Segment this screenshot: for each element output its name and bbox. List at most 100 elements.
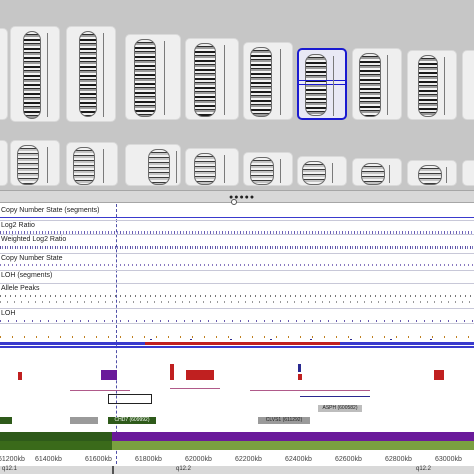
gene-box-green[interactable] bbox=[0, 417, 12, 424]
panel-splitter[interactable]: ●●●●● bbox=[0, 190, 474, 203]
loh-segment-bar[interactable] bbox=[340, 342, 474, 345]
feature-marker[interactable] bbox=[434, 370, 444, 380]
track-loh-segments[interactable]: LOH (segments) bbox=[0, 272, 474, 284]
chromosome-body bbox=[302, 161, 326, 185]
gene-box-green[interactable]: CHD7 (609992) bbox=[108, 417, 156, 424]
axis-tick-label: 62600kb bbox=[335, 456, 362, 463]
chromosome-body bbox=[73, 147, 95, 185]
cytoband-label: q12.2 bbox=[176, 466, 192, 472]
track-copy-number-segments[interactable]: Copy Number State (segments) bbox=[0, 207, 474, 221]
feature-marker[interactable] bbox=[170, 364, 174, 380]
chromosome-thumbnail[interactable] bbox=[407, 50, 457, 120]
axis-tick-label: 61800kb bbox=[135, 456, 162, 463]
track-log2-ratio[interactable]: Log2 Ratio bbox=[0, 222, 474, 236]
track-copy-number-state[interactable]: Copy Number State bbox=[0, 255, 474, 271]
axis-tick-label: 62200kb bbox=[235, 456, 262, 463]
chromosome-body bbox=[359, 53, 381, 117]
chromosome-thumbnail[interactable] bbox=[125, 34, 181, 120]
loh-segment-bar[interactable] bbox=[0, 342, 145, 345]
axis-tick-label: 63000kb bbox=[435, 456, 462, 463]
chromosome-body bbox=[418, 165, 442, 185]
track-label: LOH bbox=[1, 310, 16, 317]
karyotype-panel bbox=[0, 0, 474, 190]
chromosome-thumbnail[interactable] bbox=[352, 158, 402, 186]
track-separator bbox=[0, 308, 474, 309]
chromosome-body bbox=[250, 157, 274, 185]
cytoband-label: q12.1 bbox=[2, 466, 18, 472]
chromosome-thumbnail[interactable] bbox=[352, 48, 402, 120]
chromosome-thumbnail[interactable] bbox=[0, 28, 8, 120]
chromosome-thumbnail[interactable] bbox=[10, 140, 60, 186]
chromosome-thumbnail[interactable] bbox=[185, 38, 239, 120]
ideogram-divider bbox=[47, 33, 48, 117]
ideogram-divider bbox=[333, 56, 334, 116]
gene-highlight-box[interactable] bbox=[108, 394, 152, 404]
chromosome-thumbnail[interactable] bbox=[66, 142, 118, 186]
feature-marker[interactable] bbox=[101, 370, 117, 380]
chromosome-thumbnail[interactable] bbox=[10, 26, 60, 122]
track-separator bbox=[0, 220, 474, 221]
axis-tick-label: 61400kb bbox=[35, 456, 62, 463]
splitter-grip-icon[interactable]: ●●●●● bbox=[229, 194, 256, 201]
chromosome-body bbox=[250, 47, 272, 117]
axis-tick-label: 62000kb bbox=[185, 456, 212, 463]
chromosome-thumbnail[interactable] bbox=[0, 140, 8, 186]
axis-tick-label: 62800kb bbox=[385, 456, 412, 463]
track-separator bbox=[0, 253, 474, 254]
ideogram-divider bbox=[164, 41, 165, 115]
track-separator bbox=[0, 283, 474, 284]
track-label: Copy Number State (segments) bbox=[1, 207, 100, 214]
chromosome-thumbnail[interactable] bbox=[185, 148, 239, 186]
ideogram-divider bbox=[387, 55, 388, 115]
feature-marker[interactable] bbox=[18, 372, 22, 380]
chromosome-body bbox=[418, 55, 438, 117]
chromosome-thumbnail[interactable] bbox=[297, 156, 347, 186]
loh-segment-bar[interactable] bbox=[145, 342, 340, 345]
chromosome-body bbox=[23, 31, 41, 119]
chromosome-thumbnail[interactable] bbox=[66, 26, 116, 122]
chromosome-thumbnail[interactable] bbox=[243, 152, 293, 186]
track-weighted-log2-ratio[interactable]: Weighted Log2 Ratio bbox=[0, 236, 474, 254]
axis-tick-label: 62400kb bbox=[285, 456, 312, 463]
feature-marker[interactable] bbox=[298, 364, 301, 372]
chromosome-body bbox=[148, 149, 170, 185]
track-label: Allele Peaks bbox=[1, 285, 40, 292]
ideogram-divider bbox=[103, 149, 104, 183]
cn-segment-bar[interactable] bbox=[0, 346, 474, 348]
selection-marker bbox=[299, 80, 345, 81]
track-separator bbox=[0, 270, 474, 271]
cnv-track[interactable] bbox=[0, 334, 474, 348]
chromosome-thumbnail[interactable] bbox=[243, 42, 293, 120]
feature-marker[interactable] bbox=[298, 374, 302, 380]
gene-model bbox=[250, 390, 370, 391]
ideogram-divider bbox=[103, 33, 104, 117]
chromosome-body bbox=[79, 31, 97, 117]
chromosome-body bbox=[134, 39, 156, 117]
track-separator bbox=[0, 234, 474, 235]
chromosome-thumbnail[interactable] bbox=[407, 160, 457, 186]
chromosome-body bbox=[194, 153, 216, 185]
feature-track[interactable] bbox=[0, 362, 474, 384]
track-allele-peaks[interactable]: Allele Peaks bbox=[0, 285, 474, 309]
track-separator bbox=[0, 323, 474, 324]
chromosome-thumbnail-selected[interactable] bbox=[297, 48, 347, 120]
gene-box-gray[interactable]: CLVS1 (611292) bbox=[258, 417, 310, 424]
cytoband-divider bbox=[112, 466, 114, 474]
track-label: Copy Number State bbox=[1, 255, 63, 262]
ideogram-divider bbox=[47, 147, 48, 183]
feature-marker[interactable] bbox=[186, 370, 214, 380]
band-strip bbox=[112, 432, 474, 441]
track-label: Log2 Ratio bbox=[1, 222, 35, 229]
chromosome-thumbnail[interactable] bbox=[125, 144, 181, 186]
gene-label-track[interactable]: ASPH (600582) CHD7 (609992) CLVS1 (61129… bbox=[0, 405, 474, 431]
ideogram-divider bbox=[389, 165, 390, 183]
chromosome-thumbnail[interactable] bbox=[462, 160, 474, 186]
track-loh[interactable]: LOH bbox=[0, 310, 474, 324]
loh-points bbox=[0, 320, 474, 322]
chromosome-thumbnail[interactable] bbox=[462, 50, 474, 120]
gene-track[interactable] bbox=[0, 384, 474, 424]
scroll-handle-icon[interactable] bbox=[231, 199, 237, 205]
cnv-tick-marks bbox=[0, 336, 474, 338]
gene-box-gray[interactable] bbox=[70, 417, 98, 424]
gene-box-gray[interactable]: ASPH (600582) bbox=[318, 405, 362, 412]
